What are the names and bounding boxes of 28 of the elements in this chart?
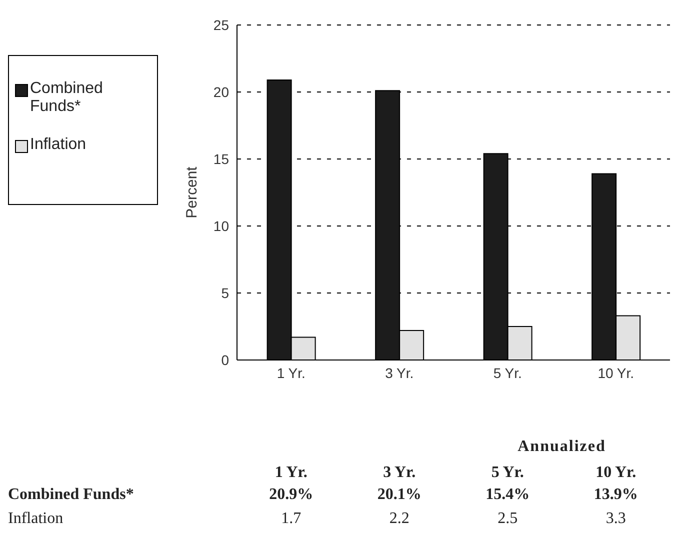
y-tick-label: 15 (213, 150, 230, 167)
category-label: 1 Yr. (274, 464, 308, 481)
legend-label: Inflation (30, 136, 86, 154)
y-tick-label: 25 (213, 16, 230, 33)
data-label: 3.3 (604, 510, 627, 528)
x-tick-label: 10 Yr. (598, 364, 634, 381)
text: Annualized (516, 438, 607, 456)
data-label: 15.4% (484, 486, 531, 504)
text: Inflation (8, 510, 64, 527)
y-tick-label: 10 (213, 218, 230, 234)
data-label: 2.5 (496, 510, 519, 528)
y-tick-label: 20 (213, 84, 230, 100)
category-label: 3 Yr. (383, 464, 416, 481)
category-label: 5 Yr. (491, 464, 524, 481)
y-tick-label: 0 (221, 352, 230, 368)
x-tick-label: 1 Yr. (276, 364, 306, 381)
data-label: 20.9% (268, 486, 314, 504)
data-label: 13.9% (592, 486, 639, 504)
text: Combined Funds* (8, 486, 134, 503)
x-tick-label: 3 Yr. (385, 364, 414, 381)
data-label: 2.2 (388, 510, 410, 528)
y-axis-title: Percent (183, 166, 200, 218)
category-label: 10 Yr. (596, 464, 636, 481)
data-label: 1.7 (280, 510, 302, 528)
y-tick-label: 5 (221, 284, 230, 301)
x-tick-label: 5 Yr. (493, 364, 522, 381)
legend-label: Combined Funds* (30, 80, 104, 116)
data-label: 20.1% (376, 486, 422, 504)
